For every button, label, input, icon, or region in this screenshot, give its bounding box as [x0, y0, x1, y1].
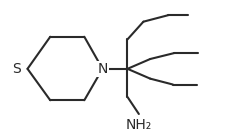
- Text: NH₂: NH₂: [125, 118, 151, 132]
- Text: S: S: [12, 62, 21, 76]
- Text: N: N: [97, 62, 107, 76]
